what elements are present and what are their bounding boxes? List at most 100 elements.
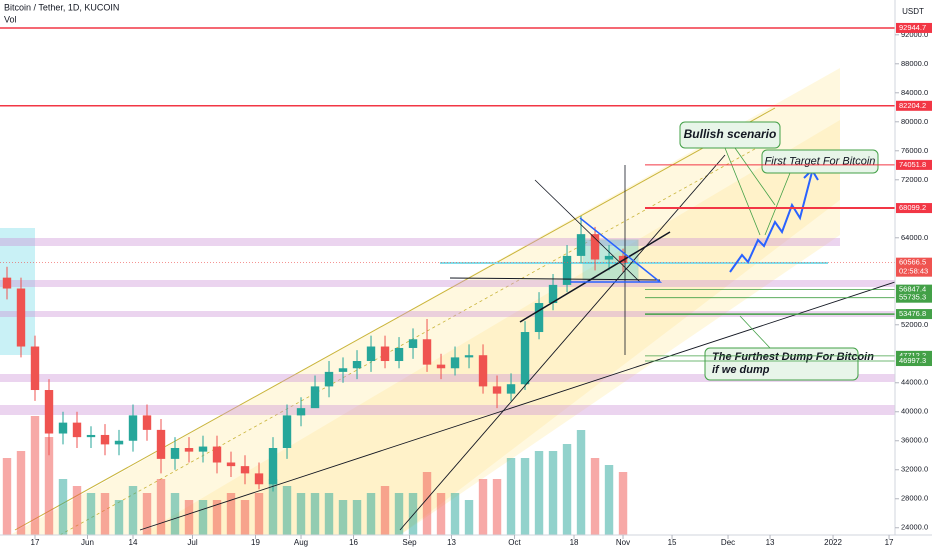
note: if we dump — [712, 364, 770, 376]
y-tick-label: 36000.0 — [901, 436, 928, 445]
channel-mid — [59, 134, 781, 536]
y-tick-label: 72000.0 — [901, 175, 928, 184]
volume-bar — [2, 458, 12, 535]
volume-bar — [114, 500, 124, 535]
trendline — [519, 231, 671, 323]
candle-body — [170, 448, 180, 459]
volume-bar — [30, 416, 40, 535]
level-tag — [896, 350, 932, 361]
y-tick-label: 88000.0 — [901, 59, 928, 68]
volume-bar — [380, 486, 390, 535]
x-tick-label: 13 — [447, 538, 456, 547]
y-tick-label: 32000.0 — [901, 465, 928, 474]
candle-body — [478, 355, 488, 387]
candle-body — [142, 415, 152, 430]
candles — [2, 216, 628, 535]
axis-labels: 92000.0 88000.0 84000.0 80000.0 76000.0 72000… — [31, 23, 932, 547]
level-tag — [896, 284, 932, 295]
x-tick-label: Dec — [721, 538, 735, 547]
volume-bar — [562, 444, 572, 535]
channel-upper — [14, 107, 776, 531]
level-tag — [896, 100, 932, 111]
zone — [0, 280, 895, 287]
volume-bar — [450, 493, 460, 535]
note-box — [761, 149, 879, 174]
cross-line — [534, 179, 641, 283]
x-tick-label: Jul — [187, 538, 197, 547]
candle-body — [198, 446, 208, 452]
candle-body — [408, 339, 418, 348]
candle-body — [226, 462, 236, 467]
level-label: 53476.8 — [899, 309, 926, 318]
scenario-path — [729, 171, 813, 273]
chart-title: Bitcoin / Tether, 1D, KUCOIN — [4, 2, 119, 12]
level-label: 47712.2 — [899, 351, 926, 360]
leader — [764, 172, 791, 236]
x-tick-label: 18 — [570, 538, 579, 547]
candle-body — [492, 386, 502, 394]
level-tag — [896, 22, 932, 33]
volume-bar — [324, 493, 334, 535]
y-tick-label: 24000.0 — [901, 523, 928, 532]
x-tick-label: Jun — [81, 538, 94, 547]
note: The Furthest Dump For Bitcoin — [712, 351, 874, 363]
candle-body — [2, 277, 12, 289]
indicator-label: Vol — [4, 14, 17, 24]
y-tick-label: 80000.0 — [901, 117, 928, 126]
x-tick-label: 17 — [885, 538, 894, 547]
zone — [0, 405, 895, 415]
volume-bar — [478, 479, 488, 535]
zone — [0, 311, 895, 317]
level-tag — [896, 159, 932, 170]
y-tick-label: 40000.0 — [901, 407, 928, 416]
volume-bar — [58, 479, 68, 535]
candle-body — [282, 415, 292, 449]
level-label: 82204.2 — [899, 101, 926, 110]
leader — [724, 147, 761, 236]
level-tag — [896, 292, 932, 303]
y-tick-label: 64000.0 — [901, 233, 928, 242]
y-tick-label: 28000.0 — [901, 494, 928, 503]
volume-bar — [142, 493, 152, 535]
volume-bar — [254, 493, 264, 535]
candle-body — [366, 346, 376, 362]
support-line — [449, 277, 661, 281]
last-price-tag — [896, 257, 932, 277]
last-price-label: 60566.5 — [899, 258, 926, 267]
candle-body — [16, 288, 26, 347]
volume-bar — [268, 479, 278, 535]
level-label: 56847.4 — [899, 285, 926, 294]
x-tick-label: Sep — [402, 538, 417, 547]
volume-bar — [464, 500, 474, 535]
level-label: 74051.8 — [899, 160, 926, 169]
level-tag — [896, 203, 932, 214]
candle-body — [310, 386, 320, 409]
volume-bar — [576, 430, 586, 535]
volume-bar — [590, 458, 600, 535]
triangle — [570, 217, 663, 283]
x-tick-label: 15 — [668, 538, 677, 547]
note-box — [679, 121, 781, 149]
volume-bar — [534, 451, 544, 535]
volume-bar — [506, 458, 516, 535]
volume-bar — [408, 493, 418, 535]
candle-body — [436, 364, 446, 369]
volume-bar — [212, 500, 222, 535]
trendline — [399, 154, 726, 531]
candle-body — [58, 422, 68, 434]
countdown: 02:58:43 — [899, 267, 928, 276]
x-tick-label: 19 — [251, 538, 260, 547]
volume-bar — [310, 493, 320, 535]
level-label: 68099.2 — [899, 203, 926, 212]
leader — [734, 147, 776, 206]
volume-bar — [184, 500, 194, 535]
x-tick-label: Nov — [616, 538, 630, 547]
candle-body — [114, 440, 124, 445]
candle-body — [352, 361, 362, 369]
x-tick-label: 13 — [766, 538, 775, 547]
candle-body — [184, 448, 194, 452]
candle-body — [324, 371, 334, 387]
volume-bar — [338, 500, 348, 535]
volume-bar — [72, 486, 82, 535]
